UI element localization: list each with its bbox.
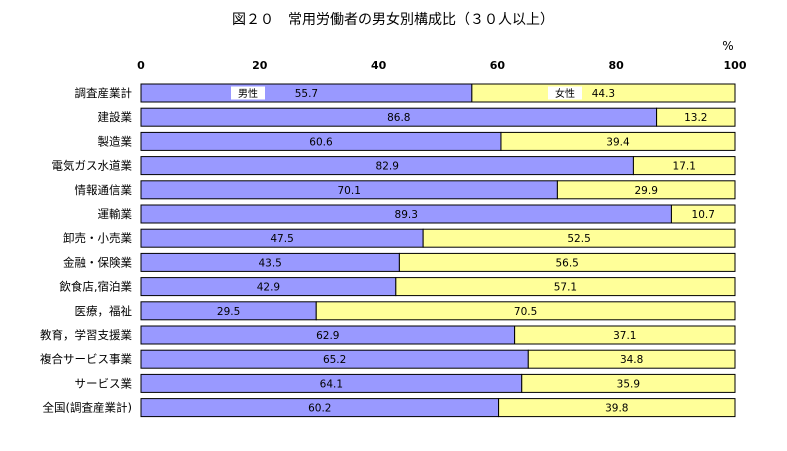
category-label: 医療，福祉 [75, 304, 133, 318]
x-axis-ticks: 0 20 40 60 80 100 [137, 59, 747, 72]
data-label: 29.9 [635, 185, 658, 197]
category-label: 教育，学習支援業 [40, 328, 132, 342]
x-tick-label: 20 [252, 59, 268, 72]
bar-segment-female [670, 204, 736, 224]
bar-segment-female [521, 373, 736, 393]
bar-segment-female [395, 277, 736, 297]
bar-segment-female [527, 349, 736, 369]
data-label: 35.9 [617, 378, 640, 390]
data-label: 29.5 [217, 306, 240, 318]
legend-label-male: 男性 [238, 87, 258, 100]
category-label: 全国(調査産業計) [43, 401, 132, 415]
category-label: 製造業 [98, 134, 133, 148]
data-label: 70.1 [338, 185, 361, 197]
x-tick-label: 100 [724, 59, 747, 72]
data-label: 37.1 [613, 330, 636, 342]
bar-segment-female [632, 156, 736, 176]
data-label: 55.7 [295, 88, 318, 100]
data-label: 44.3 [592, 88, 615, 100]
data-label: 42.9 [257, 282, 280, 294]
data-label: 56.5 [555, 257, 578, 269]
bar-segment-female [498, 398, 736, 418]
data-label: 43.5 [258, 257, 281, 269]
data-label: 60.6 [309, 136, 333, 148]
category-label: 複合サービス事業 [40, 352, 132, 366]
unit-label: % [722, 39, 733, 53]
chart-title: 図２０ 常用労働者の男女別構成比（３０人以上） [232, 11, 554, 28]
data-label: 10.7 [692, 209, 715, 221]
x-tick-label: 60 [490, 59, 506, 72]
data-label: 60.2 [308, 403, 331, 415]
data-label: 82.9 [376, 161, 399, 173]
bar-segment-female [556, 180, 736, 200]
category-label: 金融・保険業 [63, 255, 132, 269]
bar-segment-female [656, 107, 736, 127]
data-label: 65.2 [323, 354, 346, 366]
category-label: 調査産業計 [75, 86, 133, 100]
category-label: 建設業 [98, 110, 133, 124]
data-label: 89.3 [395, 209, 418, 221]
x-tick-label: 0 [137, 59, 145, 72]
x-tick-label: 80 [609, 59, 625, 72]
category-labels: 調査産業計建設業製造業電気ガス水道業情報通信業運輸業卸売・小売業金融・保険業飲食… [40, 86, 132, 415]
bar-segment-female [514, 325, 736, 345]
category-label: 飲食店,宿泊業 [59, 280, 132, 294]
category-label: 情報通信業 [75, 183, 133, 197]
data-label: 64.1 [320, 378, 343, 390]
x-tick-label: 40 [371, 59, 387, 72]
data-label: 39.8 [605, 403, 628, 415]
bar-series: 55.7 44.3 86.8 13.2 60.6 39.4 82.9 17.1 70.1 29.9… [140, 83, 736, 418]
bar-segment-female [471, 83, 736, 103]
data-label: 52.5 [567, 233, 590, 245]
bar-segment-female [315, 301, 736, 321]
category-label: サービス業 [75, 376, 133, 390]
data-label: 34.8 [620, 354, 643, 366]
data-label: 86.8 [387, 112, 410, 124]
data-label: 17.1 [673, 161, 696, 173]
data-label: 57.1 [554, 282, 577, 294]
bar-segment-female [500, 131, 736, 151]
data-label: 62.9 [316, 330, 339, 342]
category-label: 卸売・小売業 [63, 231, 132, 245]
data-label: 39.4 [606, 136, 630, 148]
bar-segment-female [422, 228, 736, 248]
legend-label-female: 女性 [555, 87, 575, 100]
data-label: 13.2 [684, 112, 707, 124]
legend-box [231, 86, 265, 100]
bar-segment-female [398, 252, 736, 272]
category-label: 運輸業 [98, 207, 133, 221]
legend-box [548, 86, 582, 100]
category-label: 電気ガス水道業 [52, 159, 133, 173]
data-label: 47.5 [270, 233, 293, 245]
data-label: 70.5 [514, 306, 537, 318]
